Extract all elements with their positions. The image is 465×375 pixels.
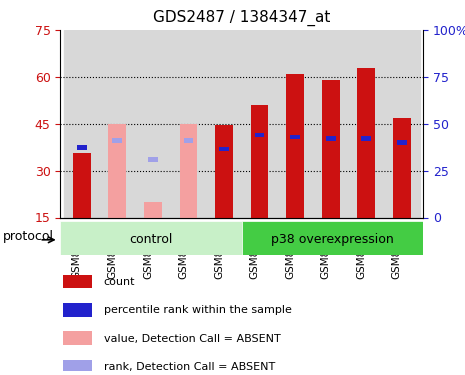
Bar (397, 140, 407, 145)
Bar (393, 117, 411, 218)
Text: count: count (104, 277, 135, 287)
Bar (206, 30, 242, 217)
Bar (64, 30, 100, 217)
Bar (100, 30, 135, 217)
Bar (326, 136, 336, 141)
Bar (290, 135, 300, 139)
Text: p38 overexpression: p38 overexpression (271, 233, 394, 246)
Bar (184, 138, 193, 143)
Bar (277, 30, 313, 217)
Bar (219, 147, 229, 152)
Bar (113, 138, 122, 143)
Bar (286, 74, 304, 217)
Bar (326, 136, 336, 141)
Bar (286, 74, 304, 217)
Bar (361, 136, 371, 141)
Bar (73, 153, 91, 218)
Bar (215, 125, 233, 218)
Bar (358, 68, 375, 218)
Bar (63, 274, 92, 288)
Text: protocol: protocol (3, 230, 54, 243)
Bar (144, 202, 162, 217)
Bar (255, 133, 265, 137)
Bar (348, 30, 384, 217)
Text: percentile rank within the sample: percentile rank within the sample (104, 305, 292, 315)
Bar (179, 124, 197, 218)
Bar (393, 117, 411, 218)
Bar (77, 145, 86, 150)
Bar (144, 202, 162, 217)
Bar (313, 30, 348, 217)
Bar (77, 145, 86, 150)
Bar (135, 30, 171, 217)
Bar (290, 135, 300, 139)
Bar (242, 30, 277, 217)
Bar (322, 80, 339, 218)
Bar (215, 125, 233, 218)
Bar (255, 133, 265, 137)
Bar (148, 157, 158, 162)
Bar (397, 140, 407, 145)
Bar (108, 124, 126, 218)
Bar (184, 138, 193, 143)
Bar (148, 157, 158, 162)
Bar (251, 105, 268, 218)
Bar (251, 105, 268, 218)
Text: value, Detection Call = ABSENT: value, Detection Call = ABSENT (104, 334, 280, 344)
Bar (179, 124, 197, 218)
Bar (113, 138, 122, 143)
FancyBboxPatch shape (60, 221, 242, 255)
Bar (73, 153, 91, 218)
Bar (63, 332, 92, 345)
Bar (361, 136, 371, 141)
Bar (63, 360, 92, 374)
Bar (63, 303, 92, 316)
Text: control: control (129, 233, 173, 246)
Bar (219, 147, 229, 152)
Bar (171, 30, 206, 217)
Title: GDS2487 / 1384347_at: GDS2487 / 1384347_at (153, 10, 331, 26)
FancyBboxPatch shape (242, 221, 423, 255)
Bar (384, 30, 419, 217)
Bar (108, 124, 126, 218)
Text: rank, Detection Call = ABSENT: rank, Detection Call = ABSENT (104, 362, 275, 372)
Bar (322, 80, 339, 218)
Bar (358, 68, 375, 218)
